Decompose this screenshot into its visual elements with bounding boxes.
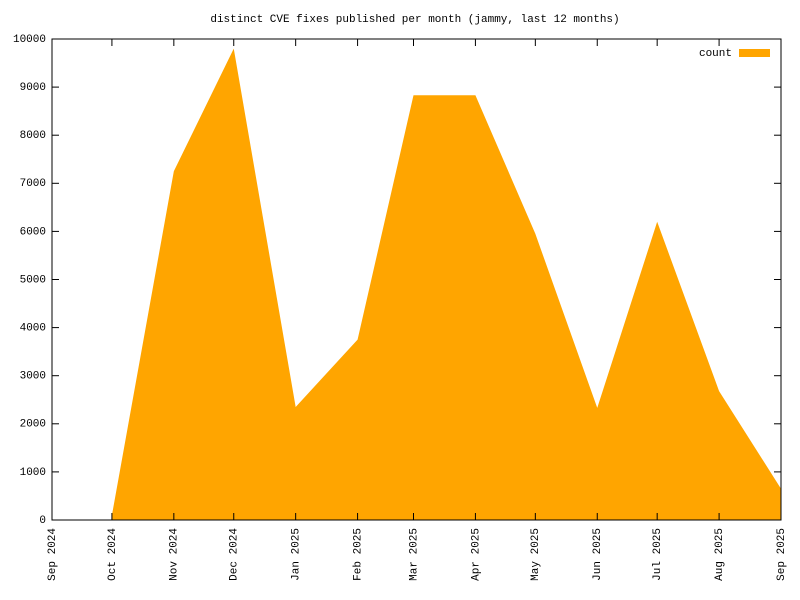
x-tick-label: Sep 2025 <box>776 528 788 581</box>
legend-swatch <box>739 49 770 57</box>
y-tick-label: 0 <box>39 515 46 527</box>
y-tick-label: 2000 <box>20 419 46 431</box>
y-tick-label: 8000 <box>20 130 46 142</box>
x-tick-label: Mar 2025 <box>408 528 420 581</box>
x-tick-label: Sep 2024 <box>47 528 59 581</box>
y-tick-label: 5000 <box>20 274 46 286</box>
legend-label: count <box>699 48 732 60</box>
y-tick-label: 3000 <box>20 371 46 383</box>
x-tick-label: Jul 2025 <box>652 528 664 581</box>
x-tick-label: Jun 2025 <box>592 528 604 581</box>
y-tick-label: 7000 <box>20 178 46 190</box>
y-tick-label: 4000 <box>20 323 46 335</box>
x-tick-label: Apr 2025 <box>470 528 482 581</box>
area <box>111 48 782 521</box>
x-tick-label: Dec 2024 <box>229 528 241 581</box>
x-tick-label: Aug 2025 <box>714 528 726 581</box>
x-tick-label: Nov 2024 <box>169 528 181 581</box>
chart-title: distinct CVE fixes published per month (… <box>210 14 619 26</box>
x-tick-label: May 2025 <box>530 528 542 581</box>
y-tick-label: 1000 <box>20 467 46 479</box>
x-tick-label: Jan 2025 <box>291 528 303 581</box>
y-tick-label: 6000 <box>20 226 46 238</box>
y-tick-label: 10000 <box>13 34 46 46</box>
x-tick-label: Oct 2024 <box>107 528 119 581</box>
x-tick-label: Feb 2025 <box>352 528 364 581</box>
y-tick-label: 9000 <box>20 82 46 94</box>
